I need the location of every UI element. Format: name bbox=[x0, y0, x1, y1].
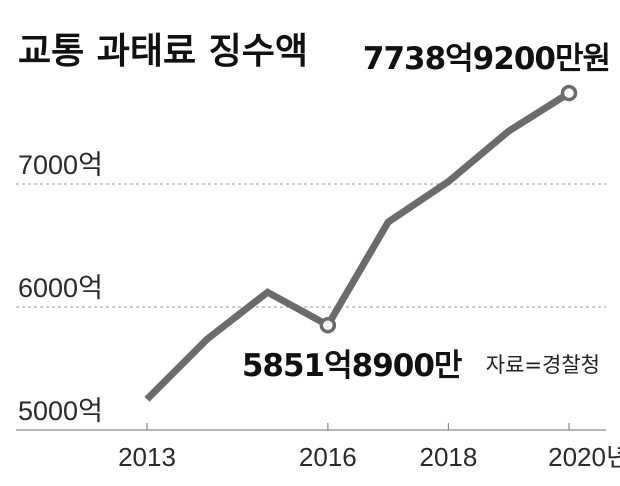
data-label: 5851억8900만 bbox=[242, 348, 462, 384]
y-tick-label: 7000억 bbox=[18, 150, 103, 180]
chart-title: 교통 과태료 징수액 bbox=[18, 31, 308, 72]
data-label: 7738억9200만원 bbox=[363, 41, 610, 77]
data-point-marker bbox=[560, 84, 578, 102]
x-tick-label: 2016 bbox=[299, 442, 357, 472]
y-tick-label: 6000억 bbox=[18, 273, 103, 303]
x-tick-label: 2013 bbox=[118, 442, 176, 472]
source-note: 자료=경찰청 bbox=[486, 353, 600, 377]
data-point-marker bbox=[319, 316, 337, 334]
x-tick-label: 2020년 bbox=[548, 442, 620, 472]
x-tick-label: 2018 bbox=[420, 442, 478, 472]
y-tick-label: 5000억 bbox=[18, 396, 103, 426]
series-line bbox=[144, 90, 571, 402]
